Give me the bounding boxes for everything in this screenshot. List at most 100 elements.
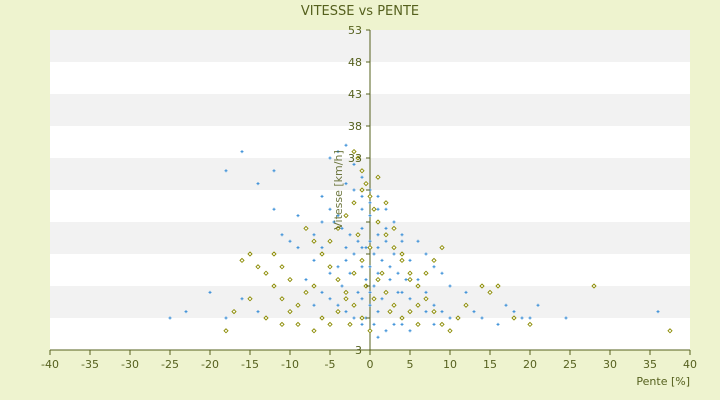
data-point — [667, 328, 673, 334]
data-point — [224, 169, 228, 173]
data-point — [447, 328, 453, 334]
data-point — [407, 276, 413, 283]
data-point — [383, 232, 389, 238]
data-point — [415, 321, 421, 328]
data-point — [407, 308, 413, 315]
x-tick-label: -15 — [241, 358, 259, 371]
data-point — [263, 315, 269, 321]
data-point — [408, 329, 412, 333]
data-point — [328, 271, 332, 275]
data-point — [392, 220, 396, 224]
data-point — [384, 226, 388, 230]
data-point — [223, 328, 229, 334]
data-point — [440, 271, 444, 275]
data-point — [407, 270, 413, 276]
data-point — [391, 244, 397, 251]
data-point — [376, 207, 380, 211]
data-point — [208, 290, 212, 294]
data-point — [384, 207, 388, 211]
data-point — [379, 270, 385, 276]
data-point — [247, 296, 253, 302]
data-point — [376, 233, 380, 237]
data-point — [495, 283, 501, 289]
data-point — [431, 257, 437, 264]
data-point — [375, 276, 381, 283]
data-point — [327, 264, 333, 270]
data-point — [256, 182, 260, 186]
data-point — [591, 283, 597, 289]
x-tick-label: 30 — [603, 358, 617, 371]
data-point — [279, 321, 285, 328]
data-point — [328, 207, 332, 211]
data-point — [360, 246, 364, 250]
data-point — [327, 238, 333, 244]
data-point — [295, 302, 301, 308]
data-point — [432, 303, 436, 307]
y-tick-label: 33 — [348, 152, 362, 165]
data-point — [383, 289, 389, 296]
data-point — [372, 284, 376, 288]
data-point — [408, 297, 412, 301]
data-point — [375, 219, 381, 225]
data-point — [416, 239, 420, 243]
data-point — [279, 296, 285, 302]
data-point — [376, 310, 380, 314]
data-point — [656, 310, 660, 314]
data-point — [287, 276, 293, 283]
data-point — [387, 308, 393, 315]
y-tick-label: 53 — [348, 24, 362, 37]
data-point — [311, 283, 317, 289]
data-point — [360, 207, 364, 211]
data-point — [320, 194, 324, 198]
data-point — [352, 252, 356, 256]
data-point — [564, 316, 568, 320]
data-point — [348, 233, 352, 237]
data-point — [347, 321, 353, 328]
data-point — [360, 297, 364, 301]
data-point — [400, 322, 404, 326]
data-point — [431, 308, 437, 315]
data-point — [388, 278, 392, 282]
x-tick-label: 25 — [563, 358, 577, 371]
data-point — [311, 238, 317, 244]
data-point — [367, 328, 373, 334]
data-point — [355, 155, 361, 161]
data-point — [392, 322, 396, 326]
x-tick-label: 35 — [643, 358, 657, 371]
data-point — [399, 257, 405, 264]
data-point — [368, 239, 372, 243]
data-point — [396, 290, 400, 294]
x-axis-label: Pente [%] — [636, 375, 690, 388]
data-point — [487, 289, 493, 296]
data-point — [263, 270, 269, 276]
data-point — [376, 271, 380, 275]
data-point — [272, 207, 276, 211]
data-point — [340, 226, 344, 230]
data-point — [336, 150, 340, 154]
x-tick-label: -5 — [325, 358, 336, 371]
data-point — [528, 316, 532, 320]
data-point — [392, 252, 396, 256]
y-tick-label: 48 — [348, 56, 362, 69]
data-point — [224, 316, 228, 320]
data-point — [343, 212, 349, 219]
data-point — [464, 290, 468, 294]
data-point — [372, 322, 376, 326]
data-points — [168, 143, 673, 339]
data-point — [320, 246, 324, 250]
data-point — [351, 302, 357, 308]
data-point — [511, 315, 517, 321]
data-point — [388, 265, 392, 269]
data-point — [371, 296, 377, 302]
data-point — [432, 322, 436, 326]
data-point — [344, 246, 348, 250]
data-point — [536, 303, 540, 307]
y-tick-label: 3 — [355, 344, 362, 357]
data-point — [319, 251, 325, 257]
x-tick-label: 40 — [683, 358, 697, 371]
data-point — [184, 310, 188, 314]
data-point — [384, 239, 388, 243]
y-axis-label: Vitesse [km/h] — [332, 150, 345, 230]
data-point — [335, 276, 341, 283]
